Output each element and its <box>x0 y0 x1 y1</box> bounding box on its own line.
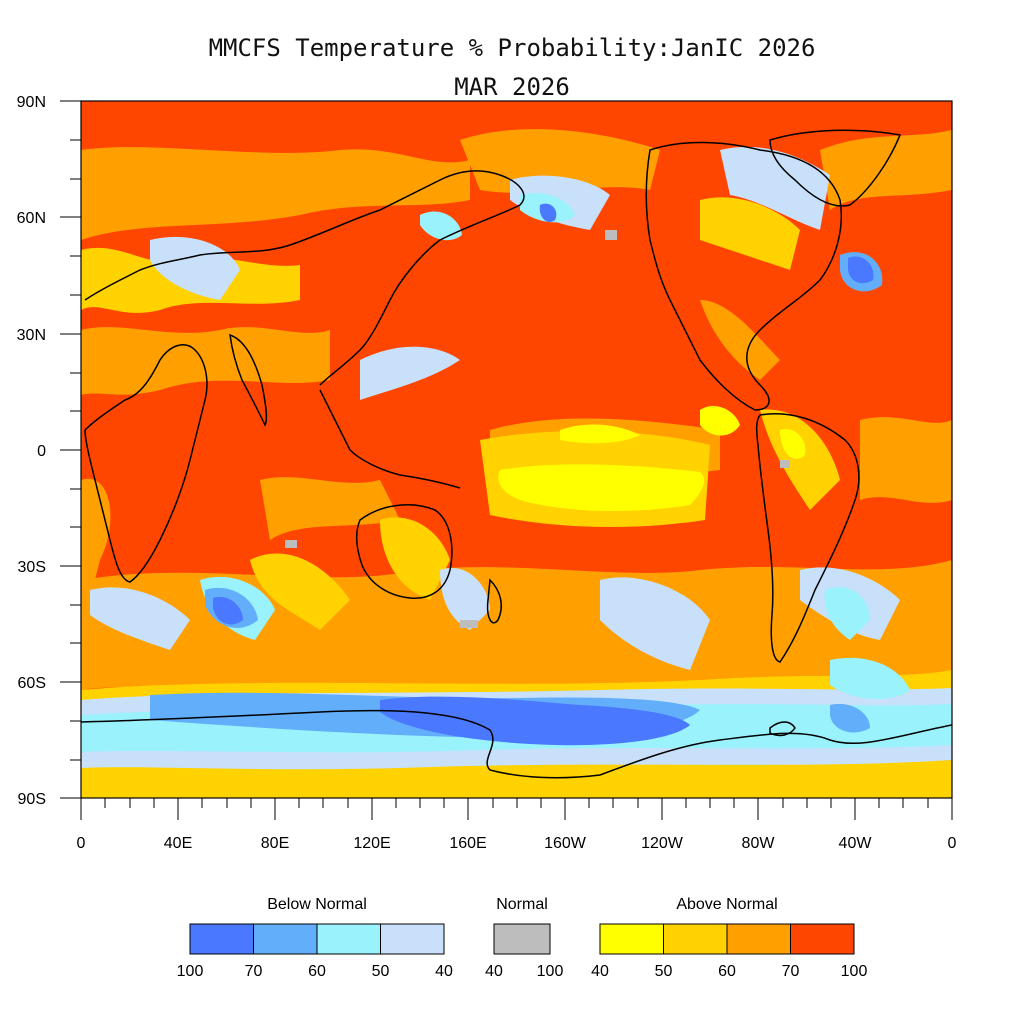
legend-below-boxes <box>189 923 445 955</box>
map-subtitle: MAR 2026 <box>454 73 570 101</box>
legend-box <box>189 923 254 955</box>
legend-normal-tick: 100 <box>537 963 564 980</box>
legend-below-label: Below Normal <box>267 896 367 913</box>
map-title: MMCFS Temperature % Probability:JanIC 20… <box>208 34 816 62</box>
legend-box <box>790 923 855 955</box>
legend-box <box>380 923 445 955</box>
lat-label: 30S <box>18 559 46 576</box>
legend-below-tick: 100 <box>177 963 204 980</box>
lon-label: 120E <box>353 835 390 852</box>
lon-ticks <box>80 798 953 820</box>
legend-below-tick: 70 <box>245 963 263 980</box>
lon-labels: 0 40E 80E 120E 160E 160W 120W 80W 40W 0 <box>77 835 957 852</box>
legend-above-tick: 50 <box>655 963 673 980</box>
legend-below-tick: 40 <box>435 963 453 980</box>
lon-label: 120W <box>641 835 684 852</box>
lat-ticks <box>60 100 81 799</box>
lat-label: 30N <box>17 327 46 344</box>
legend-box <box>253 923 318 955</box>
lat-label: 90S <box>18 791 46 808</box>
legend-above-tick: 40 <box>591 963 609 980</box>
legend-above-boxes <box>599 923 855 955</box>
legend: Below Normal 100 70 60 50 40 Normal 40 1… <box>177 896 868 980</box>
lon-label: 40W <box>839 835 873 852</box>
lon-label: 160E <box>449 835 486 852</box>
lon-label: 160W <box>544 835 587 852</box>
legend-above-tick: 60 <box>718 963 736 980</box>
legend-above-tick: 70 <box>782 963 800 980</box>
lat-label: 0 <box>37 443 46 460</box>
legend-box <box>316 923 381 955</box>
legend-box <box>599 923 664 955</box>
lat-labels: 90N 60N 30N 0 30S 60S 90S <box>17 94 46 808</box>
fill-below-70-100 <box>213 203 874 746</box>
lat-label: 90N <box>17 94 46 111</box>
fill-normal <box>285 230 790 628</box>
lon-label: 80E <box>261 835 289 852</box>
legend-box <box>663 923 728 955</box>
lon-label: 40E <box>164 835 192 852</box>
legend-above-tick: 100 <box>841 963 868 980</box>
legend-below-tick: 50 <box>372 963 390 980</box>
lon-label: 0 <box>77 835 86 852</box>
lat-label: 60N <box>17 210 46 227</box>
lon-label: 80W <box>742 835 776 852</box>
lon-label: 0 <box>948 835 957 852</box>
legend-box <box>493 923 551 955</box>
lat-label: 60S <box>18 675 46 692</box>
legend-box <box>726 923 791 955</box>
map-fill <box>81 101 952 798</box>
coastlines <box>81 129 952 779</box>
legend-above-label: Above Normal <box>676 896 777 913</box>
legend-below-tick: 60 <box>308 963 326 980</box>
legend-normal-tick: 40 <box>485 963 503 980</box>
legend-normal-label: Normal <box>496 896 548 913</box>
fill-above-40-50 <box>498 405 806 512</box>
